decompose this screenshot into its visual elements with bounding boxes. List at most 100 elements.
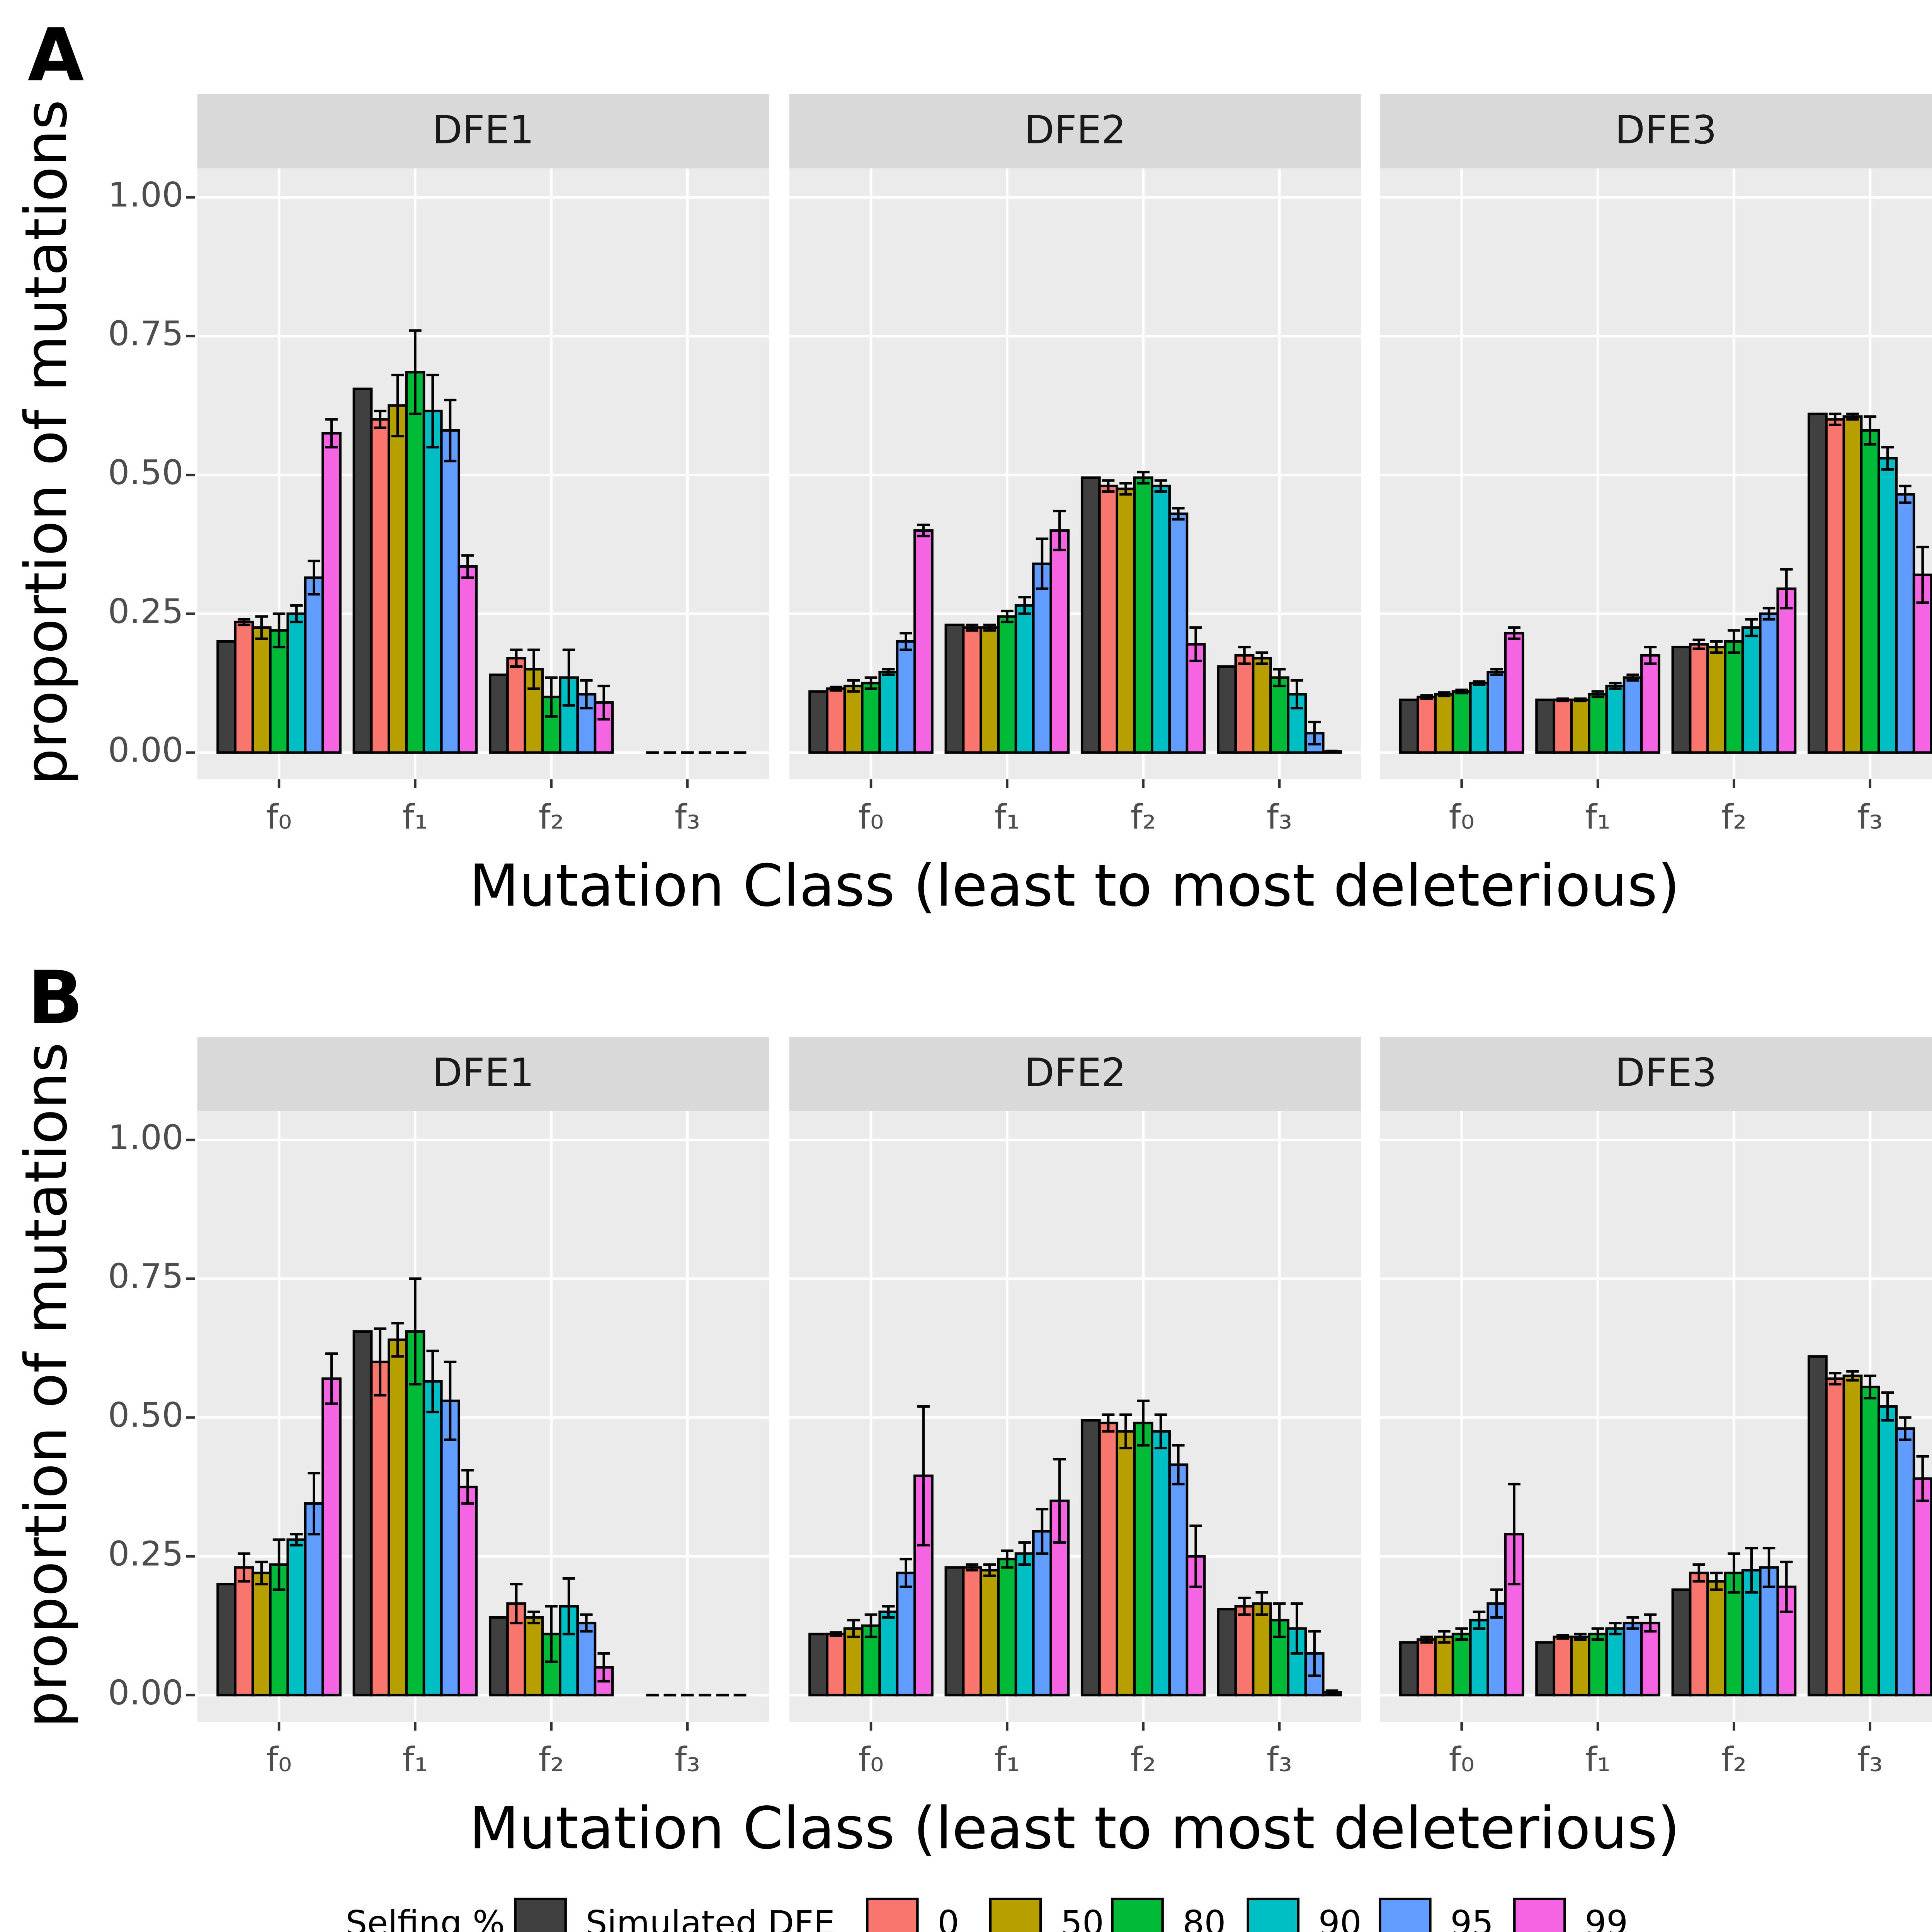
bar xyxy=(808,1633,829,1697)
bar xyxy=(1399,1641,1419,1697)
error-bar xyxy=(1828,412,1842,427)
x-tick-label: f₃ xyxy=(675,1740,700,1779)
error-bar xyxy=(1325,750,1338,753)
bar xyxy=(1878,1405,1898,1697)
error-bar xyxy=(272,612,286,648)
bar xyxy=(1535,1641,1556,1697)
error-bar xyxy=(290,604,303,624)
error-bar xyxy=(917,524,930,537)
error-bar xyxy=(1881,1391,1894,1422)
error-bar xyxy=(900,1558,912,1588)
legend-title: Selfing % xyxy=(345,1903,505,1932)
y-tick-label: 0.00 xyxy=(108,730,184,770)
facet-title: DFE1 xyxy=(432,1049,534,1095)
error-bar xyxy=(1291,679,1303,709)
error-bar xyxy=(1745,1546,1758,1594)
error-bar xyxy=(966,1563,979,1571)
bar xyxy=(843,684,864,754)
bar xyxy=(1570,698,1590,754)
x-tick-label: f₀ xyxy=(858,797,884,837)
x-tick-label: f₂ xyxy=(1721,1740,1747,1779)
x-tick-label: f₃ xyxy=(1267,1740,1292,1779)
bar xyxy=(1689,1571,1709,1697)
bar xyxy=(1469,682,1489,754)
facet-title: DFE3 xyxy=(1615,107,1717,153)
error-bar xyxy=(1438,1630,1451,1644)
facet-title: DFE2 xyxy=(1024,107,1126,153)
bar xyxy=(1825,1377,1845,1697)
x-tick-label: f₀ xyxy=(858,1740,884,1779)
error-bar xyxy=(391,374,404,437)
legend-swatch xyxy=(866,1898,919,1932)
bar xyxy=(1252,1602,1272,1697)
bar xyxy=(1860,429,1880,754)
bar xyxy=(1825,418,1845,754)
error-bar xyxy=(562,1577,575,1636)
error-bar xyxy=(409,329,422,415)
error-bar xyxy=(1728,629,1740,654)
x-tick-label: f₂ xyxy=(539,797,564,837)
error-bar xyxy=(1780,1560,1793,1613)
legend-label: 95 xyxy=(1450,1903,1493,1932)
bar xyxy=(1504,632,1524,754)
legend-swatch xyxy=(1111,1898,1164,1932)
error-bar xyxy=(1291,1602,1303,1655)
bar xyxy=(1671,646,1692,754)
error-bar xyxy=(1018,1541,1031,1566)
error-bar xyxy=(1119,482,1132,496)
error-bar xyxy=(1864,415,1877,446)
bar xyxy=(251,626,272,754)
bar xyxy=(216,640,237,754)
error-bar xyxy=(290,1533,303,1547)
bar xyxy=(440,1400,460,1697)
bar xyxy=(1807,412,1828,754)
bar xyxy=(1741,626,1762,754)
bar xyxy=(962,626,982,754)
legend-swatch xyxy=(1513,1898,1566,1932)
bar xyxy=(216,1583,237,1697)
bar xyxy=(321,432,342,754)
error-bar xyxy=(983,623,996,632)
y-tick-label: 1.00 xyxy=(108,1117,184,1157)
bar xyxy=(1451,690,1472,754)
error-bar xyxy=(1591,690,1604,699)
y-tick-label: 1.00 xyxy=(108,175,184,214)
bar xyxy=(1234,654,1255,754)
bar xyxy=(1080,476,1101,754)
error-bar xyxy=(864,1613,878,1638)
error-bar xyxy=(1455,1627,1468,1641)
bar xyxy=(488,673,509,754)
x-tick-label: f₃ xyxy=(675,797,700,837)
bar xyxy=(913,529,934,754)
y-axis-title: proportion of mutations xyxy=(13,100,80,785)
x-tick-label: f₀ xyxy=(1449,797,1475,837)
bar xyxy=(1553,698,1573,754)
bar xyxy=(1570,1635,1590,1697)
bar xyxy=(1014,604,1035,754)
bar xyxy=(269,629,289,754)
bar xyxy=(1133,1422,1153,1697)
error-bar xyxy=(1692,638,1706,650)
y-tick-label: 0.00 xyxy=(108,1673,184,1713)
bar xyxy=(980,626,1000,754)
bar xyxy=(1217,1608,1237,1697)
error-bar xyxy=(1154,1413,1167,1449)
bar xyxy=(1434,693,1454,754)
error-bar xyxy=(527,1611,540,1624)
bar xyxy=(1706,1580,1727,1697)
error-bar xyxy=(847,1619,860,1638)
error-bar xyxy=(1189,626,1202,662)
bar xyxy=(1895,1427,1915,1697)
bar xyxy=(878,670,899,754)
bar xyxy=(352,388,373,754)
error-bar xyxy=(527,648,540,690)
x-tick-label: f₂ xyxy=(1721,797,1747,837)
error-bar xyxy=(1438,691,1451,697)
error-bar xyxy=(1591,1627,1604,1641)
error-bar xyxy=(1273,1602,1286,1638)
error-bar xyxy=(1420,1635,1433,1644)
error-bar xyxy=(1609,1621,1622,1636)
y-tick-label: 0.50 xyxy=(108,452,184,492)
error-bar xyxy=(426,1349,439,1413)
